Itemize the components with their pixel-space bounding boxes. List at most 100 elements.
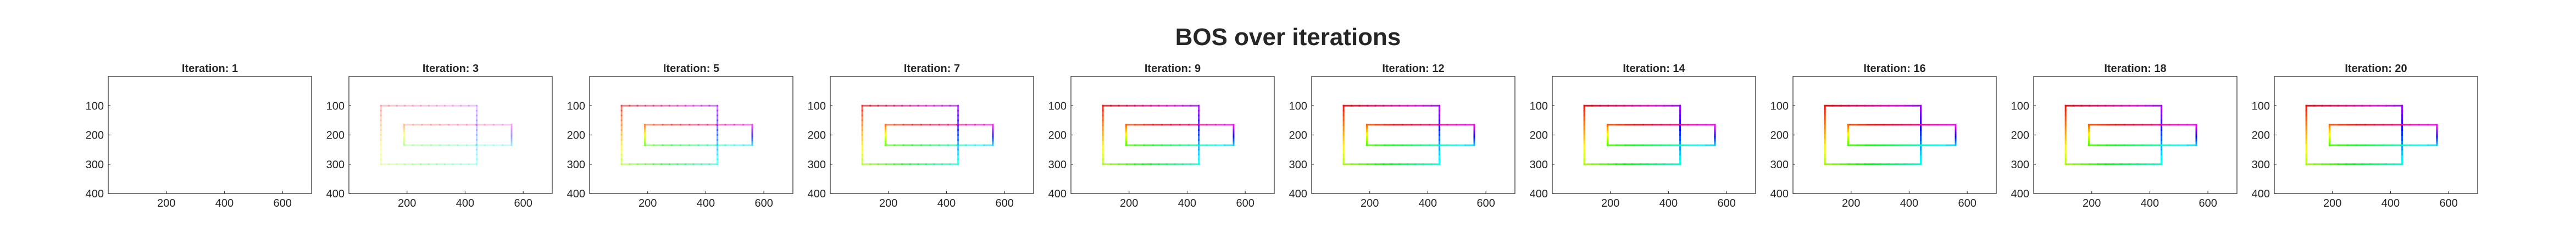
axes-box: [2033, 76, 2238, 194]
x-tick-label: 400: [215, 197, 234, 209]
x-tick-label: 400: [697, 197, 715, 209]
y-tick-label: 200: [808, 130, 826, 142]
panel-title: Iteration: 14: [1623, 63, 1685, 75]
y-tick-label: 400: [326, 188, 345, 200]
y-tick-label: 200: [86, 130, 104, 142]
y-tick-label: 400: [1289, 188, 1307, 200]
y-tick-label: 300: [86, 159, 104, 171]
figure-title: BOS over iterations: [1175, 24, 1401, 51]
y-tick-label: 400: [1048, 188, 1067, 200]
x-tick-label: 200: [1120, 197, 1138, 209]
x-tick-label: 200: [398, 197, 416, 209]
y-tick-label: 400: [1530, 188, 1548, 200]
x-tick-label: 200: [1842, 197, 1860, 209]
y-tick-label: 100: [2011, 100, 2029, 112]
panel-iteration-3: Iteration: 3 200 400 600 100 200 300 400: [326, 63, 553, 209]
x-tick-label: 600: [754, 197, 773, 209]
axes-box: [589, 76, 793, 194]
axes-box: [1552, 76, 1756, 194]
panel-iteration-14: Iteration: 14 200 400 600 100 200 300 400: [1530, 63, 1756, 209]
x-tick-label: 600: [995, 197, 1013, 209]
y-tick-label: 200: [326, 130, 345, 142]
x-tick-label: 400: [2141, 197, 2159, 209]
x-tick-label: 600: [514, 197, 532, 209]
y-tick-label: 400: [567, 188, 585, 200]
y-tick-label: 300: [1770, 159, 1789, 171]
x-tick-label: 200: [157, 197, 175, 209]
x-tick-label: 200: [2083, 197, 2101, 209]
axes-box: [348, 76, 553, 194]
x-tick-label: 400: [937, 197, 956, 209]
panel-iteration-16: Iteration: 16 200 400 600 100 200 300 400: [1770, 63, 1997, 209]
panel-iteration-1: Iteration: 1 200 400 600 100 200 300 400: [86, 63, 312, 209]
y-tick-label: 100: [1289, 100, 1307, 112]
x-tick-label: 200: [1361, 197, 1379, 209]
x-tick-label: 400: [1178, 197, 1196, 209]
panel-iteration-12: Iteration: 12 200 400 600 100 200 300 400: [1289, 63, 1515, 209]
x-tick-label: 400: [1419, 197, 1437, 209]
axes-box: [830, 76, 1034, 194]
x-tick-label: 600: [273, 197, 291, 209]
y-tick-label: 300: [2011, 159, 2029, 171]
axes-box: [1311, 76, 1515, 194]
y-tick-label: 200: [2252, 130, 2270, 142]
x-tick-label: 200: [879, 197, 897, 209]
axes-box: [2274, 76, 2478, 194]
x-tick-label: 400: [2381, 197, 2400, 209]
x-tick-label: 400: [456, 197, 474, 209]
y-tick-label: 400: [1770, 188, 1789, 200]
panel-title: Iteration: 20: [2345, 63, 2407, 75]
y-tick-label: 300: [2252, 159, 2270, 171]
x-tick-label: 600: [1476, 197, 1495, 209]
y-tick-label: 200: [1048, 130, 1067, 142]
panel-iteration-20: Iteration: 20 200 400 600 100 200 300 400: [2252, 63, 2478, 209]
x-tick-label: 400: [1659, 197, 1678, 209]
y-tick-label: 300: [1530, 159, 1548, 171]
y-tick-label: 400: [86, 188, 104, 200]
x-tick-label: 600: [1717, 197, 1735, 209]
panel-iteration-18: Iteration: 18 200 400 600 100 200 300 400: [2011, 63, 2238, 209]
y-tick-label: 200: [2011, 130, 2029, 142]
panel-title: Iteration: 3: [423, 63, 479, 75]
x-tick-label: 200: [639, 197, 657, 209]
axes-box: [1070, 76, 1275, 194]
panel-iteration-7: Iteration: 7 200 400 600 100 200 300 400: [808, 63, 1034, 209]
x-tick-label: 600: [2439, 197, 2457, 209]
y-tick-label: 200: [1530, 130, 1548, 142]
x-tick-label: 600: [1958, 197, 1976, 209]
y-tick-label: 400: [2011, 188, 2029, 200]
y-tick-label: 300: [326, 159, 345, 171]
y-tick-label: 200: [567, 130, 585, 142]
panel-title: Iteration: 9: [1145, 63, 1201, 75]
y-tick-label: 300: [1048, 159, 1067, 171]
panel-iteration-9: Iteration: 9 200 400 600 100 200 300 400: [1048, 63, 1275, 209]
y-tick-label: 300: [808, 159, 826, 171]
y-tick-label: 100: [2252, 100, 2270, 112]
y-tick-label: 100: [326, 100, 345, 112]
y-tick-label: 100: [1770, 100, 1789, 112]
y-tick-label: 300: [1289, 159, 1307, 171]
y-tick-label: 100: [1048, 100, 1067, 112]
y-tick-label: 400: [808, 188, 826, 200]
x-tick-label: 600: [2199, 197, 2217, 209]
y-tick-label: 200: [1289, 130, 1307, 142]
y-tick-label: 400: [2252, 188, 2270, 200]
panel-title: Iteration: 1: [182, 63, 238, 75]
panel-title: Iteration: 5: [663, 63, 719, 75]
y-tick-label: 300: [567, 159, 585, 171]
y-tick-label: 100: [86, 100, 104, 112]
panel-title: Iteration: 18: [2104, 63, 2166, 75]
x-tick-label: 600: [1236, 197, 1254, 209]
x-tick-label: 200: [1601, 197, 1619, 209]
y-tick-label: 100: [808, 100, 826, 112]
panel-title: Iteration: 7: [904, 63, 960, 75]
panel-title: Iteration: 16: [1863, 63, 1925, 75]
y-tick-label: 100: [567, 100, 585, 112]
axes-box: [108, 76, 312, 194]
panel-title: Iteration: 12: [1382, 63, 1444, 75]
panel-iteration-5: Iteration: 5 200 400 600 100 200 300 400: [567, 63, 793, 209]
y-tick-label: 200: [1770, 130, 1789, 142]
x-tick-label: 200: [2323, 197, 2341, 209]
